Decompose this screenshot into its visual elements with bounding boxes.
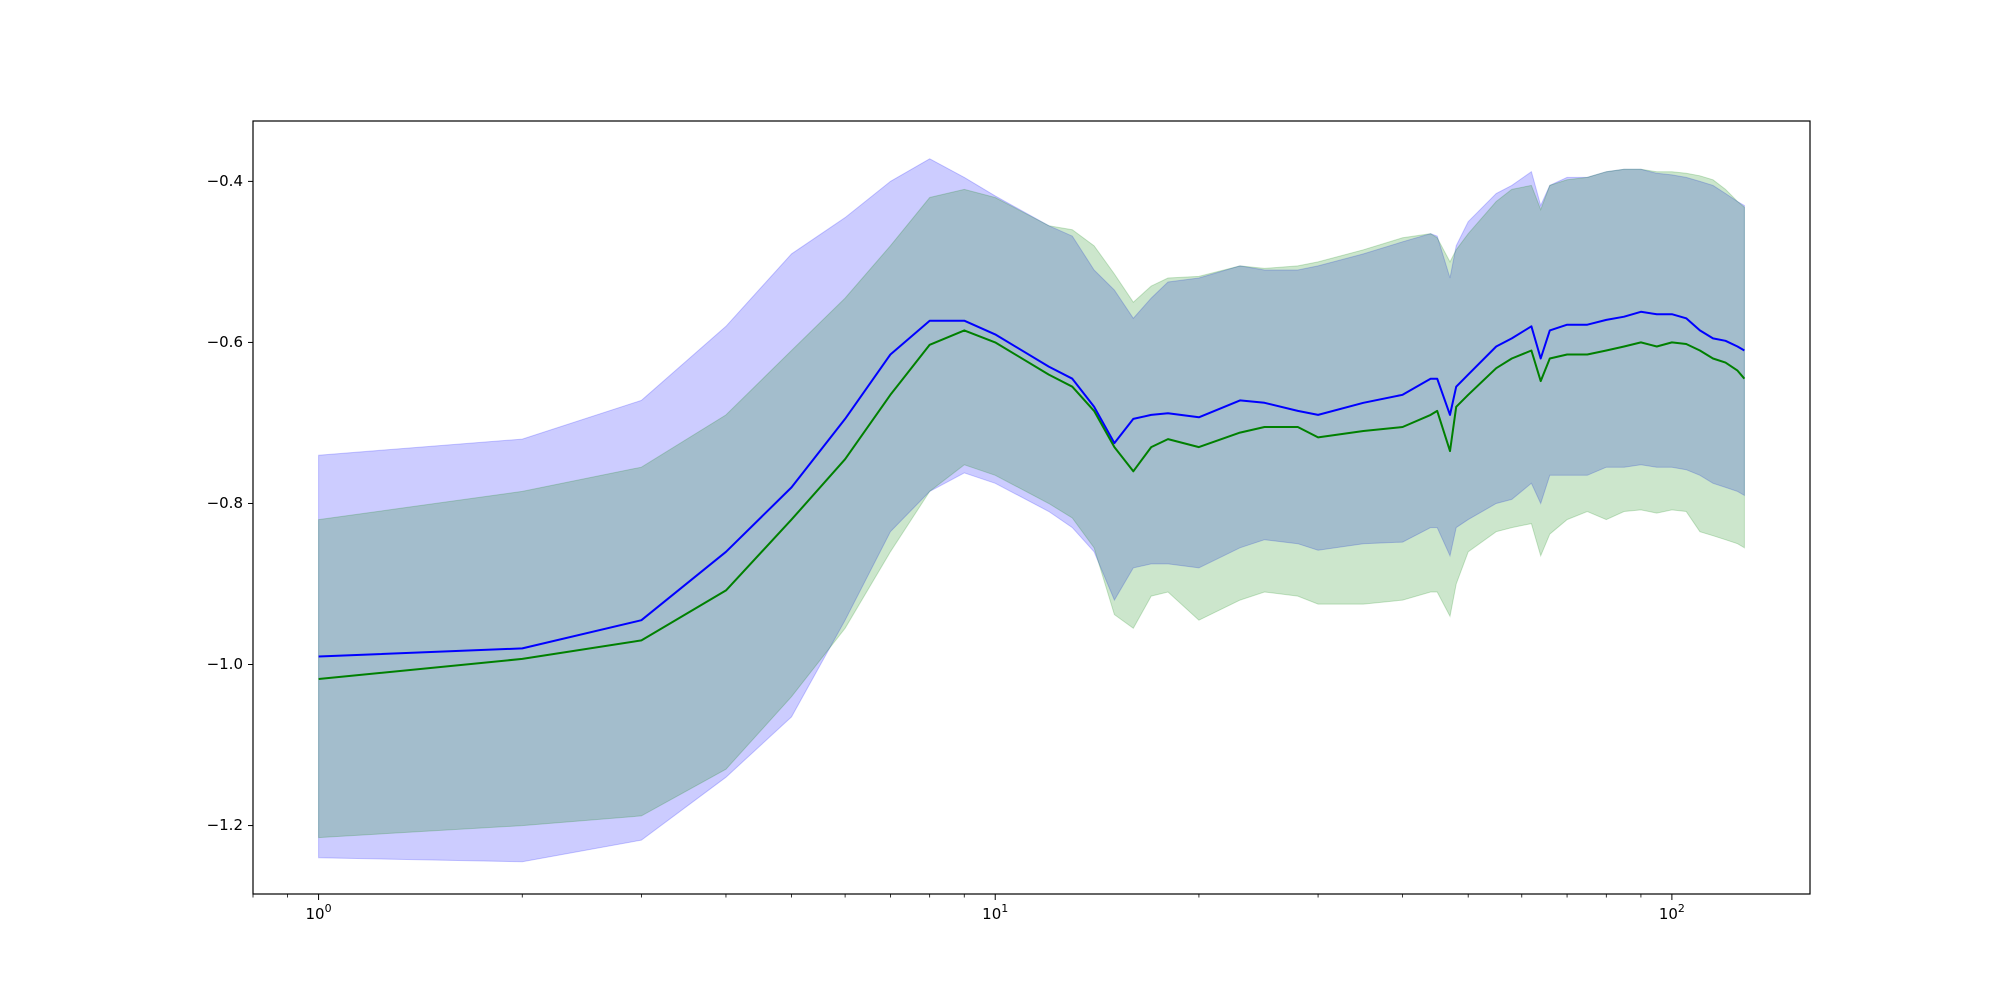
plot-frame: [252, 120, 1811, 895]
y-axis: −0.4 −0.6 −0.8 −1.0 −1.2: [207, 172, 253, 834]
y-tick-label: −0.6: [207, 333, 243, 351]
band-series-2: [318, 168, 1745, 839]
x-axis: 100 101 102: [252, 894, 1685, 923]
line-series-2: [318, 329, 1746, 680]
band-series-1: [318, 158, 1745, 863]
x-tick-label: 102: [1659, 902, 1685, 923]
y-tick-label: −0.4: [207, 172, 243, 190]
confidence-bands: [318, 158, 1745, 863]
y-tick-label: −0.8: [207, 494, 243, 512]
y-tick-label: −1.0: [207, 655, 243, 673]
line-series-1: [318, 310, 1745, 658]
y-tick-label: −1.2: [207, 816, 243, 834]
series-lines: [318, 310, 1746, 680]
x-tick-label: 100: [306, 902, 332, 923]
x-tick-label: 101: [982, 902, 1008, 923]
